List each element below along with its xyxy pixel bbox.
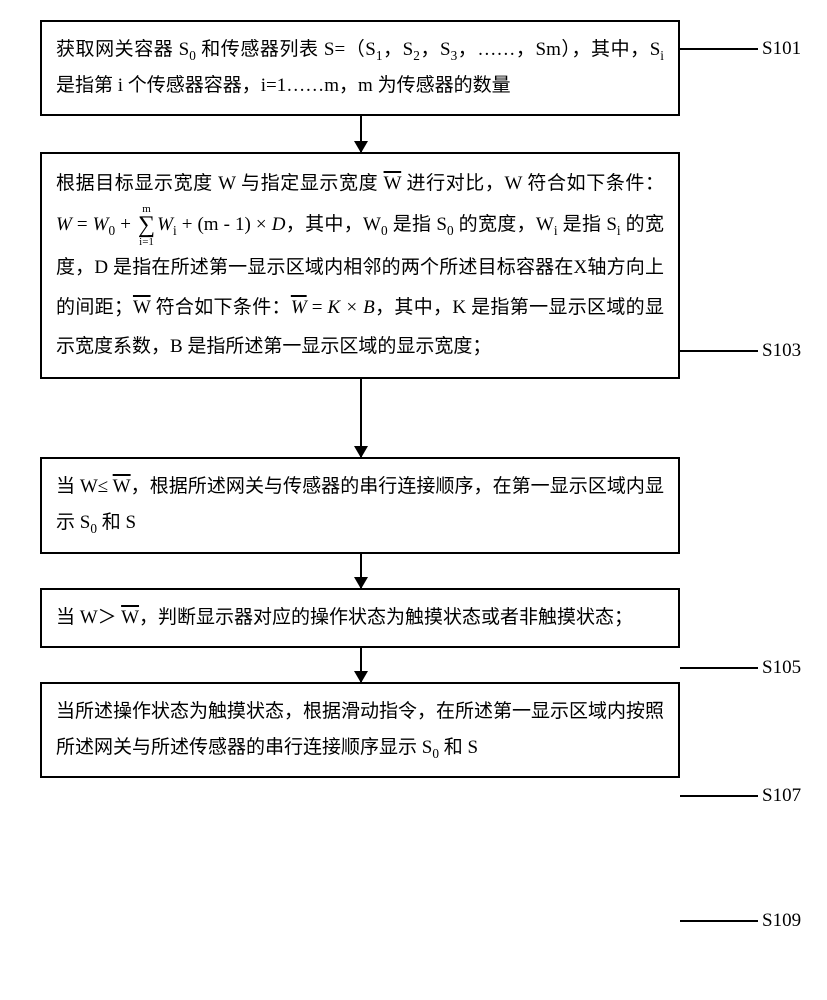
sigma-icon: m∑i=1 bbox=[138, 204, 155, 248]
text: ，……，Sm），其中，S bbox=[457, 39, 660, 60]
text: W bbox=[291, 297, 307, 318]
text: 的宽度，W bbox=[454, 214, 554, 235]
text: D bbox=[272, 214, 286, 235]
text: 是指 S bbox=[558, 214, 617, 235]
text: ，根据所述网关与传感器的串行连接顺序，在第一显示区域内显示 S bbox=[56, 476, 664, 533]
arrow bbox=[360, 116, 362, 152]
step-label-s101: S101 bbox=[762, 38, 801, 60]
text: W bbox=[157, 214, 173, 235]
step-s105: 当 W≤ W，根据所述网关与传感器的串行连接顺序，在第一显示区域内显示 S0 和… bbox=[40, 457, 680, 553]
text: = bbox=[307, 297, 328, 318]
label-line-s101 bbox=[680, 48, 758, 50]
text: 符合如下条件： bbox=[151, 297, 291, 318]
step-s107: 当 W＞ W，判断显示器对应的操作状态为触摸状态或者非触摸状态； bbox=[40, 588, 680, 648]
arrow bbox=[360, 648, 362, 682]
text: 当 W≤ bbox=[56, 476, 113, 497]
step-label-s107: S107 bbox=[762, 785, 801, 807]
text: 是指第 i 个传感器容器，i=1……m，m 为传感器的数量 bbox=[56, 75, 511, 96]
text: = bbox=[72, 214, 93, 235]
label-line-s107 bbox=[680, 795, 758, 797]
text: 和 S bbox=[439, 737, 478, 758]
text: 是指 S bbox=[388, 214, 447, 235]
arrow bbox=[360, 379, 362, 457]
text: W bbox=[93, 214, 109, 235]
label-line-s105 bbox=[680, 667, 758, 669]
text: 根据目标显示宽度 W 与指定显示宽度 bbox=[56, 173, 384, 194]
text: K × B bbox=[328, 297, 375, 318]
flowchart-container: 获取网关容器 S0 和传感器列表 S=（S1，S2，S3，……，Sm），其中，S… bbox=[20, 20, 807, 778]
text: ，S bbox=[383, 39, 414, 60]
text: + (m - 1) × bbox=[177, 214, 272, 235]
text: ，S bbox=[420, 39, 451, 60]
text: ，判断显示器对应的操作状态为触摸状态或者非触摸状态； bbox=[139, 607, 633, 628]
text: 进行对比，W 符合如下条件： bbox=[401, 173, 664, 194]
step-label-s109: S109 bbox=[762, 910, 801, 932]
text: 当 W＞ bbox=[56, 607, 121, 628]
text: 和传感器列表 S=（S bbox=[196, 39, 376, 60]
text: 当所述操作状态为触摸状态，根据滑动指令，在所述第一显示区域内按照所述网关与所述传… bbox=[56, 701, 664, 758]
text: 获取网关容器 S bbox=[56, 39, 189, 60]
arrow bbox=[360, 554, 362, 588]
step-s109: 当所述操作状态为触摸状态，根据滑动指令，在所述第一显示区域内按照所述网关与所述传… bbox=[40, 682, 680, 778]
step-s101: 获取网关容器 S0 和传感器列表 S=（S1，S2，S3，……，Sm），其中，S… bbox=[40, 20, 680, 116]
label-line-s103 bbox=[680, 350, 758, 352]
step-label-s105: S105 bbox=[762, 657, 801, 679]
text: + bbox=[115, 214, 136, 235]
text: 和 S bbox=[97, 512, 136, 533]
label-line-s109 bbox=[680, 920, 758, 922]
step-s103: 根据目标显示宽度 W 与指定显示宽度 W 进行对比，W 符合如下条件： W = … bbox=[40, 152, 680, 379]
formula-w: W bbox=[56, 214, 72, 235]
step-label-s103: S103 bbox=[762, 340, 801, 362]
text: ，其中，W bbox=[285, 214, 381, 235]
